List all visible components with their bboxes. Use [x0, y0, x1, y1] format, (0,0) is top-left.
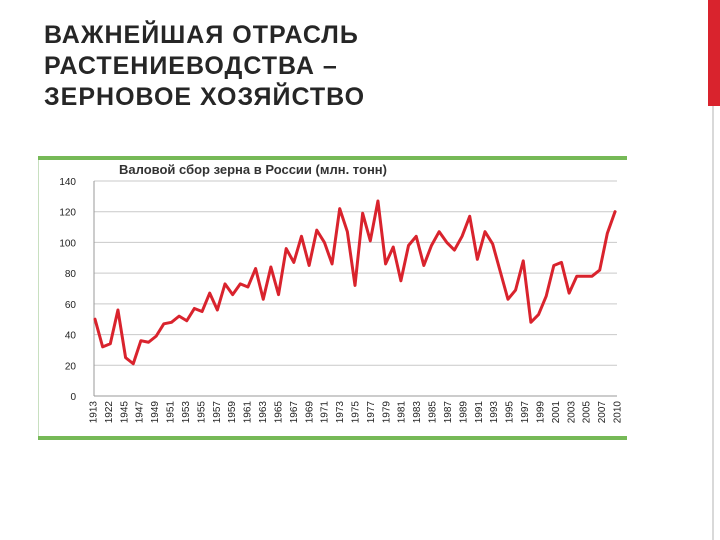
- y-axis-ticks: 0 20 40 60 80 100 120 140: [59, 177, 76, 403]
- x-tick-label: 1993: [489, 401, 500, 424]
- slide-title-line-1: ВАЖНЕЙШАЯ ОТРАСЛЬ: [44, 21, 359, 49]
- chart-frame: Валовой сбор зерна в России (млн. тонн) …: [38, 156, 627, 440]
- x-tick-label: 1977: [366, 401, 377, 424]
- y-tick-label: 140: [59, 177, 76, 188]
- x-tick-label: 1991: [474, 401, 485, 424]
- divider-line: [712, 106, 714, 540]
- x-tick-label: 1971: [320, 401, 331, 424]
- x-tick-label: 1983: [412, 401, 423, 424]
- x-tick-label: 2007: [597, 401, 608, 424]
- series-line-0: [93, 199, 617, 366]
- x-tick-label: 2001: [551, 401, 562, 424]
- x-tick-label: 1951: [166, 401, 177, 424]
- x-axis-ticks: 1913 1922 1945 1947 1949 1951 1953 1955 1957 1959…: [89, 401, 624, 424]
- chart-title: Валовой сбор зерна в России (млн. тонн): [119, 162, 387, 177]
- x-tick-label: 1975: [351, 401, 362, 424]
- y-tick-label: 0: [70, 392, 76, 403]
- y-tick-label: 100: [59, 238, 76, 249]
- x-tick-label: 1959: [227, 401, 238, 424]
- chart-grid: [93, 180, 617, 397]
- x-tick-label: 1973: [335, 401, 346, 424]
- x-tick-label: 1997: [520, 401, 531, 424]
- x-tick-label: 1961: [243, 401, 254, 424]
- x-tick-label: 1955: [196, 401, 207, 424]
- y-tick-label: 20: [65, 361, 77, 372]
- x-tick-label: 1963: [258, 401, 269, 424]
- x-tick-label: 1979: [381, 401, 392, 424]
- slide-title-line-2: РАСТЕНИЕВОДСТВА –: [44, 52, 338, 80]
- x-tick-label: 2010: [613, 401, 624, 424]
- x-tick-label: 1999: [535, 401, 546, 424]
- x-tick-label: 1953: [181, 401, 192, 424]
- y-tick-label: 40: [65, 331, 77, 342]
- slide-title: ВАЖНЕЙШАЯ ОТРАСЛЬ РАСТЕНИЕВОДСТВА – ЗЕРН…: [44, 20, 684, 113]
- slide-title-line-3: ЗЕРНОВОЕ ХОЗЯЙСТВО: [44, 83, 366, 111]
- x-tick-label: 1922: [104, 401, 115, 424]
- x-tick-label: 1969: [304, 401, 315, 424]
- y-tick-label: 120: [59, 208, 76, 219]
- x-tick-label: 1945: [119, 401, 130, 424]
- x-tick-label: 1965: [273, 401, 284, 424]
- accent-bar: [708, 0, 720, 106]
- y-tick-label: 80: [65, 269, 77, 280]
- x-tick-label: 1949: [150, 401, 161, 424]
- x-tick-label: 1981: [397, 401, 408, 424]
- x-tick-label: 1989: [458, 401, 469, 424]
- x-tick-label: 2003: [566, 401, 577, 424]
- x-tick-label: 1985: [428, 401, 439, 424]
- x-tick-label: 1995: [505, 401, 516, 424]
- y-tick-label: 60: [65, 300, 77, 311]
- x-tick-label: 2005: [582, 401, 593, 424]
- chart-series: [93, 199, 617, 366]
- x-tick-label: 1987: [443, 401, 454, 424]
- x-tick-label: 1913: [89, 401, 100, 424]
- x-tick-label: 1967: [289, 401, 300, 424]
- grain-harvest-chart: Валовой сбор зерна в России (млн. тонн) …: [59, 162, 624, 424]
- x-tick-label: 1947: [135, 401, 146, 424]
- x-tick-label: 1957: [212, 401, 223, 424]
